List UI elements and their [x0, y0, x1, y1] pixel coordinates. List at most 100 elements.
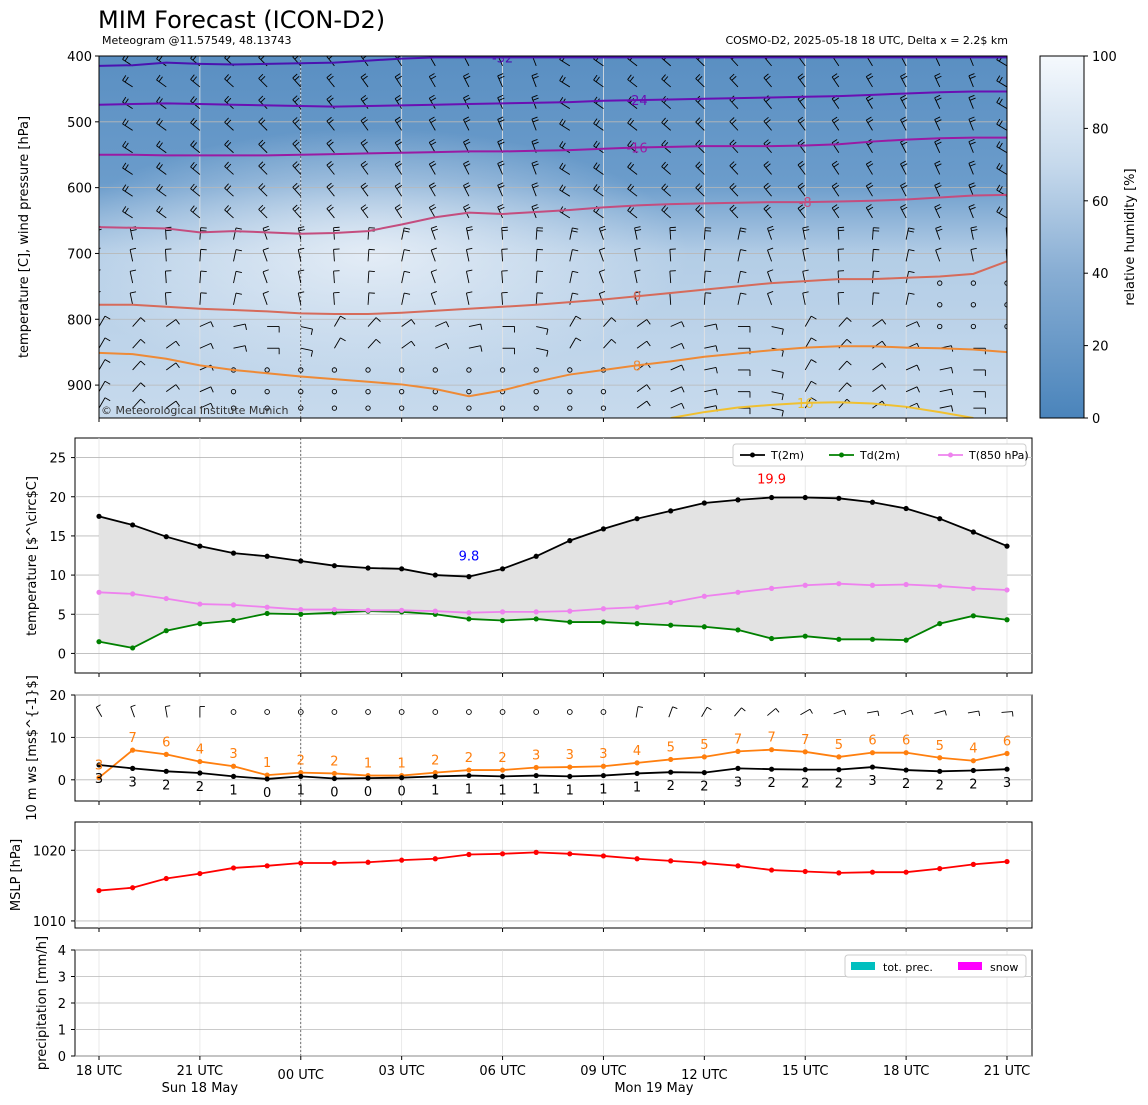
- location-subtitle: Meteogram @11.57549, 48.13743: [102, 34, 292, 47]
- wind-barb: [831, 76, 840, 88]
- colorbar-tick-label: 20: [1092, 340, 1109, 355]
- wind-barb-flag: [258, 139, 264, 145]
- wind-barb-flag: [634, 269, 641, 272]
- wind-barb: [165, 340, 177, 349]
- series-point: [130, 885, 136, 891]
- wind-barb-flag: [464, 75, 471, 80]
- wind-barb-flag: [175, 400, 180, 407]
- wind-barb-flag: [866, 116, 872, 121]
- wind-barb-flag: [263, 228, 270, 232]
- wind-barb-flag: [122, 96, 127, 103]
- wind-barb-flag: [831, 204, 838, 209]
- wind-barb: [996, 146, 1007, 154]
- wind-barb-flag: [99, 291, 101, 293]
- wind-barb: [292, 143, 302, 154]
- wind-barb-flag: [901, 185, 908, 189]
- wind-barb: [465, 271, 470, 284]
- wind-barb: [497, 206, 503, 219]
- series-point: [903, 581, 909, 588]
- wind-barb-flag: [867, 75, 874, 80]
- wind-barb-flag: [627, 183, 632, 190]
- time-tick-label: 18 UTC: [76, 1064, 122, 1079]
- calm-wind-marker: [230, 709, 237, 715]
- wind-barb-flag: [797, 139, 804, 144]
- wind-barb-flag: [599, 247, 606, 251]
- wind-barb-flag: [124, 164, 129, 170]
- wind-barb-flag: [767, 225, 774, 229]
- wind-barb-flag: [740, 270, 747, 274]
- calm-wind-marker: [264, 367, 270, 373]
- wind-barb: [536, 347, 549, 352]
- series-point: [130, 591, 136, 597]
- wind-barb-flag: [156, 118, 161, 124]
- wind-barb: [531, 184, 537, 197]
- wind-barb: [831, 120, 840, 131]
- wind-barb: [1006, 369, 1007, 371]
- calm-wind-marker: [937, 302, 943, 308]
- wind-barb: [593, 210, 604, 219]
- wind-barb-flag: [697, 185, 703, 191]
- series-point: [499, 851, 506, 857]
- wind-barb-flag: [404, 292, 411, 295]
- wind-barb-flag: [681, 364, 685, 371]
- humidity-colorbar: 0 20 40 60 80 100 relative humidity [%]: [1039, 50, 1138, 427]
- wind-barb-flag: [831, 73, 838, 78]
- series-point: [970, 767, 976, 774]
- wind-barb-flag: [360, 160, 367, 166]
- series-point: [869, 499, 876, 505]
- wind-barb-flag: [867, 119, 874, 124]
- series-point: [298, 769, 304, 776]
- ws-value-label: 2: [667, 779, 675, 794]
- wind-barb-flag: [130, 269, 137, 272]
- wind-barb-flag: [463, 160, 470, 165]
- wind-barb-flag: [996, 184, 1001, 191]
- wind-barb-flag: [480, 345, 483, 352]
- wind-barb-flag: [190, 117, 195, 124]
- wind-barb-flag: [532, 119, 539, 123]
- series-point: [264, 610, 270, 617]
- wind-barb: [156, 145, 167, 154]
- wind-barb-flag: [575, 337, 582, 342]
- wind-barb: [737, 227, 741, 240]
- wind-barb-flag: [404, 270, 411, 274]
- pressure-tick-label: 400: [67, 50, 92, 65]
- wind-barb-flag: [731, 75, 737, 81]
- wind-barb: [292, 121, 302, 131]
- wind-barb-flag: [396, 97, 403, 102]
- wind-barb: [661, 100, 671, 109]
- gust-value-label: 6: [162, 735, 170, 750]
- wind-barb-flag: [340, 315, 346, 320]
- wind-barb: [300, 326, 313, 330]
- wind-barb: [394, 164, 403, 175]
- wind-barb-flag: [532, 53, 538, 55]
- wind-barb: [559, 80, 571, 88]
- wind-barb-flag: [900, 52, 905, 55]
- wind-barb-flag: [124, 142, 129, 149]
- wind-barb-flag: [430, 163, 437, 168]
- wind-barb-flag: [328, 206, 334, 212]
- wind-barb-flag: [646, 384, 651, 390]
- wind-barb: [703, 271, 706, 284]
- wind-barb-flag: [595, 185, 600, 192]
- mslp-tick-label: 1020: [33, 844, 66, 859]
- wind-barb-flag: [646, 340, 651, 347]
- wind-barb: [934, 206, 941, 219]
- series-point: [701, 500, 707, 506]
- wind-barb: [670, 402, 682, 409]
- wind-barb: [865, 207, 873, 219]
- wind-barb: [634, 271, 638, 284]
- wind-barb-flag: [99, 228, 102, 231]
- wind-barb-flag: [394, 94, 401, 99]
- wind-barb-flag: [190, 74, 195, 80]
- wind-barb: [627, 166, 638, 175]
- wind-barb-flag: [396, 141, 403, 146]
- wind-barb-flag: [156, 74, 161, 81]
- ws-value-label: 1: [229, 783, 237, 798]
- wind-barb-flag: [175, 384, 180, 390]
- wind-barb-flag: [715, 389, 718, 396]
- series-point: [600, 772, 607, 779]
- series-point: [499, 773, 506, 780]
- wind-barb-flag: [430, 119, 437, 123]
- wind-barb: [837, 271, 840, 284]
- wind-barb-flag: [546, 350, 549, 357]
